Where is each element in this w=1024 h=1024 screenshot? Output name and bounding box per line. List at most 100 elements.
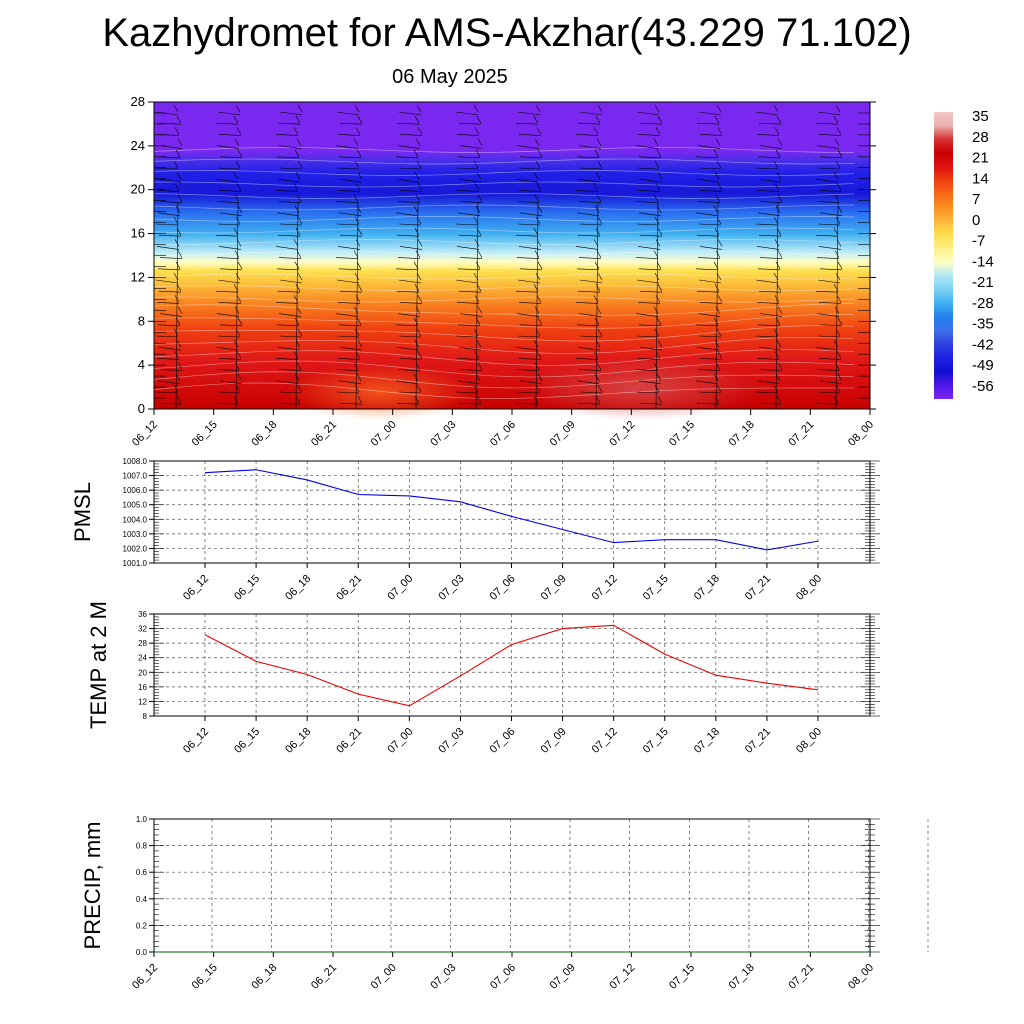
wind-barb-flag: [297, 104, 303, 113]
wind-barb: [158, 122, 182, 125]
contour-line: [153, 262, 855, 268]
wind-barb: [637, 246, 661, 250]
wind-barb-flag: [715, 138, 721, 146]
wind-barb-flag: [774, 183, 780, 191]
wind-barb: [696, 234, 720, 237]
y-tick-label: 0.0: [136, 948, 148, 957]
y-tick-label: 12: [138, 697, 147, 706]
wind-barb-flag: [594, 205, 600, 213]
wind-barb-flag: [533, 172, 539, 180]
heatmap-panel: 0 4 8 12 16 20 24 28 06_12 06_15 06_18 06_21 07_00 07…: [130, 94, 876, 449]
wind-barb-flag: [714, 396, 720, 404]
wind-barb-flag: [533, 228, 539, 236]
wind-barb-flag: [716, 272, 722, 281]
wind-barb-flag: [775, 261, 781, 269]
wind-barb: [338, 380, 362, 385]
wind-barb-flag: [415, 250, 421, 258]
wind-barb: [636, 167, 660, 170]
wind-barb-flag: [716, 384, 722, 393]
temp-panel: 8 12 16 20 24 28 32 36 06_12 06_15 06_18 06_21 07_00…: [86, 601, 880, 756]
wind-barb: [459, 201, 483, 203]
wind-barb: [577, 122, 601, 125]
x-tick-label: 06_15: [190, 419, 220, 449]
wind-barb: [759, 257, 783, 259]
wind-barb-flag: [595, 284, 601, 292]
wind-barb: [158, 346, 182, 351]
wind-barb-flag: [596, 362, 602, 370]
x-tick-label: 07_18: [692, 726, 722, 756]
x-tick-label: 07_09: [539, 573, 569, 603]
wind-barb-stem: [295, 201, 299, 410]
wind-barb: [337, 246, 361, 250]
wind-barb: [458, 346, 482, 351]
wind-barb: [635, 145, 659, 149]
wind-barb-flag: [654, 216, 660, 225]
contour-line: [153, 303, 855, 316]
wind-barb-flag: [594, 149, 600, 157]
wind-barb-flag: [173, 328, 179, 337]
y-tick-label: 32: [138, 625, 147, 634]
wind-barb: [696, 346, 720, 351]
wind-barb: [638, 380, 662, 385]
wind-barb-flag: [656, 149, 662, 157]
wind-barb-flag: [174, 183, 180, 191]
wind-barb: [815, 234, 839, 237]
x-tick-label: 07_09: [548, 419, 578, 449]
wind-barb: [698, 111, 722, 116]
wind-barb: [635, 201, 659, 203]
wind-barb: [278, 145, 302, 149]
wind-barb: [156, 190, 180, 192]
wind-barb-flag: [713, 205, 719, 213]
wind-barb-flag: [657, 228, 663, 236]
wind-barb: [458, 402, 482, 405]
wind-barb-flag: [414, 228, 420, 236]
wind-barb: [279, 167, 303, 170]
plot-frame: [153, 460, 871, 564]
wind-barb: [579, 223, 603, 226]
x-tick-label: 06_21: [309, 419, 339, 449]
wind-barb-flag: [657, 396, 663, 404]
wind-barb: [215, 178, 239, 183]
wind-barb-flag: [295, 396, 301, 404]
wind-barb: [455, 279, 479, 284]
wind-barb: [456, 190, 480, 192]
colorbar-label: -7: [972, 233, 985, 250]
wind-barb-flag: [536, 351, 542, 359]
wind-barb: [817, 111, 841, 116]
heatmap-field: [154, 102, 870, 409]
wind-barb: [576, 212, 600, 217]
wind-barb: [635, 313, 659, 317]
wind-barb: [699, 302, 723, 304]
wind-barb-flag: [297, 216, 303, 225]
wind-barb-flag: [237, 205, 243, 213]
wind-barb-flag: [475, 261, 481, 269]
x-tick-label: 07_03: [428, 962, 458, 992]
wind-barb-flag: [535, 160, 541, 169]
wind-barb-flag: [534, 138, 540, 146]
wind-barb: [815, 122, 839, 125]
contour-line: [153, 313, 855, 329]
wind-barb: [639, 122, 663, 125]
contour-line: [153, 360, 855, 378]
wind-barb-flag: [536, 127, 542, 135]
wind-barb: [577, 234, 601, 237]
wind-barb-flag: [296, 194, 302, 202]
x-tick-label: 06_15: [232, 573, 262, 603]
wind-barb: [818, 358, 842, 360]
x-tick-label: 06_21: [334, 573, 364, 603]
wind-barb: [695, 156, 719, 159]
wind-barb-flag: [716, 328, 722, 337]
wind-barb: [576, 324, 600, 327]
wind-barb: [399, 302, 423, 304]
wind-barb: [579, 335, 603, 338]
wind-barb-stem: [475, 201, 479, 410]
wind-barb-flag: [713, 373, 719, 381]
contour-line: [153, 181, 855, 188]
y-tick-label: 24: [131, 138, 145, 153]
wind-barb-flag: [477, 194, 483, 202]
wind-barb-flag: [355, 239, 361, 247]
wind-barb-flag: [537, 261, 543, 269]
wind-barb: [395, 268, 419, 271]
wind-barb-flag: [357, 228, 363, 236]
wind-barb-flag: [473, 216, 479, 225]
